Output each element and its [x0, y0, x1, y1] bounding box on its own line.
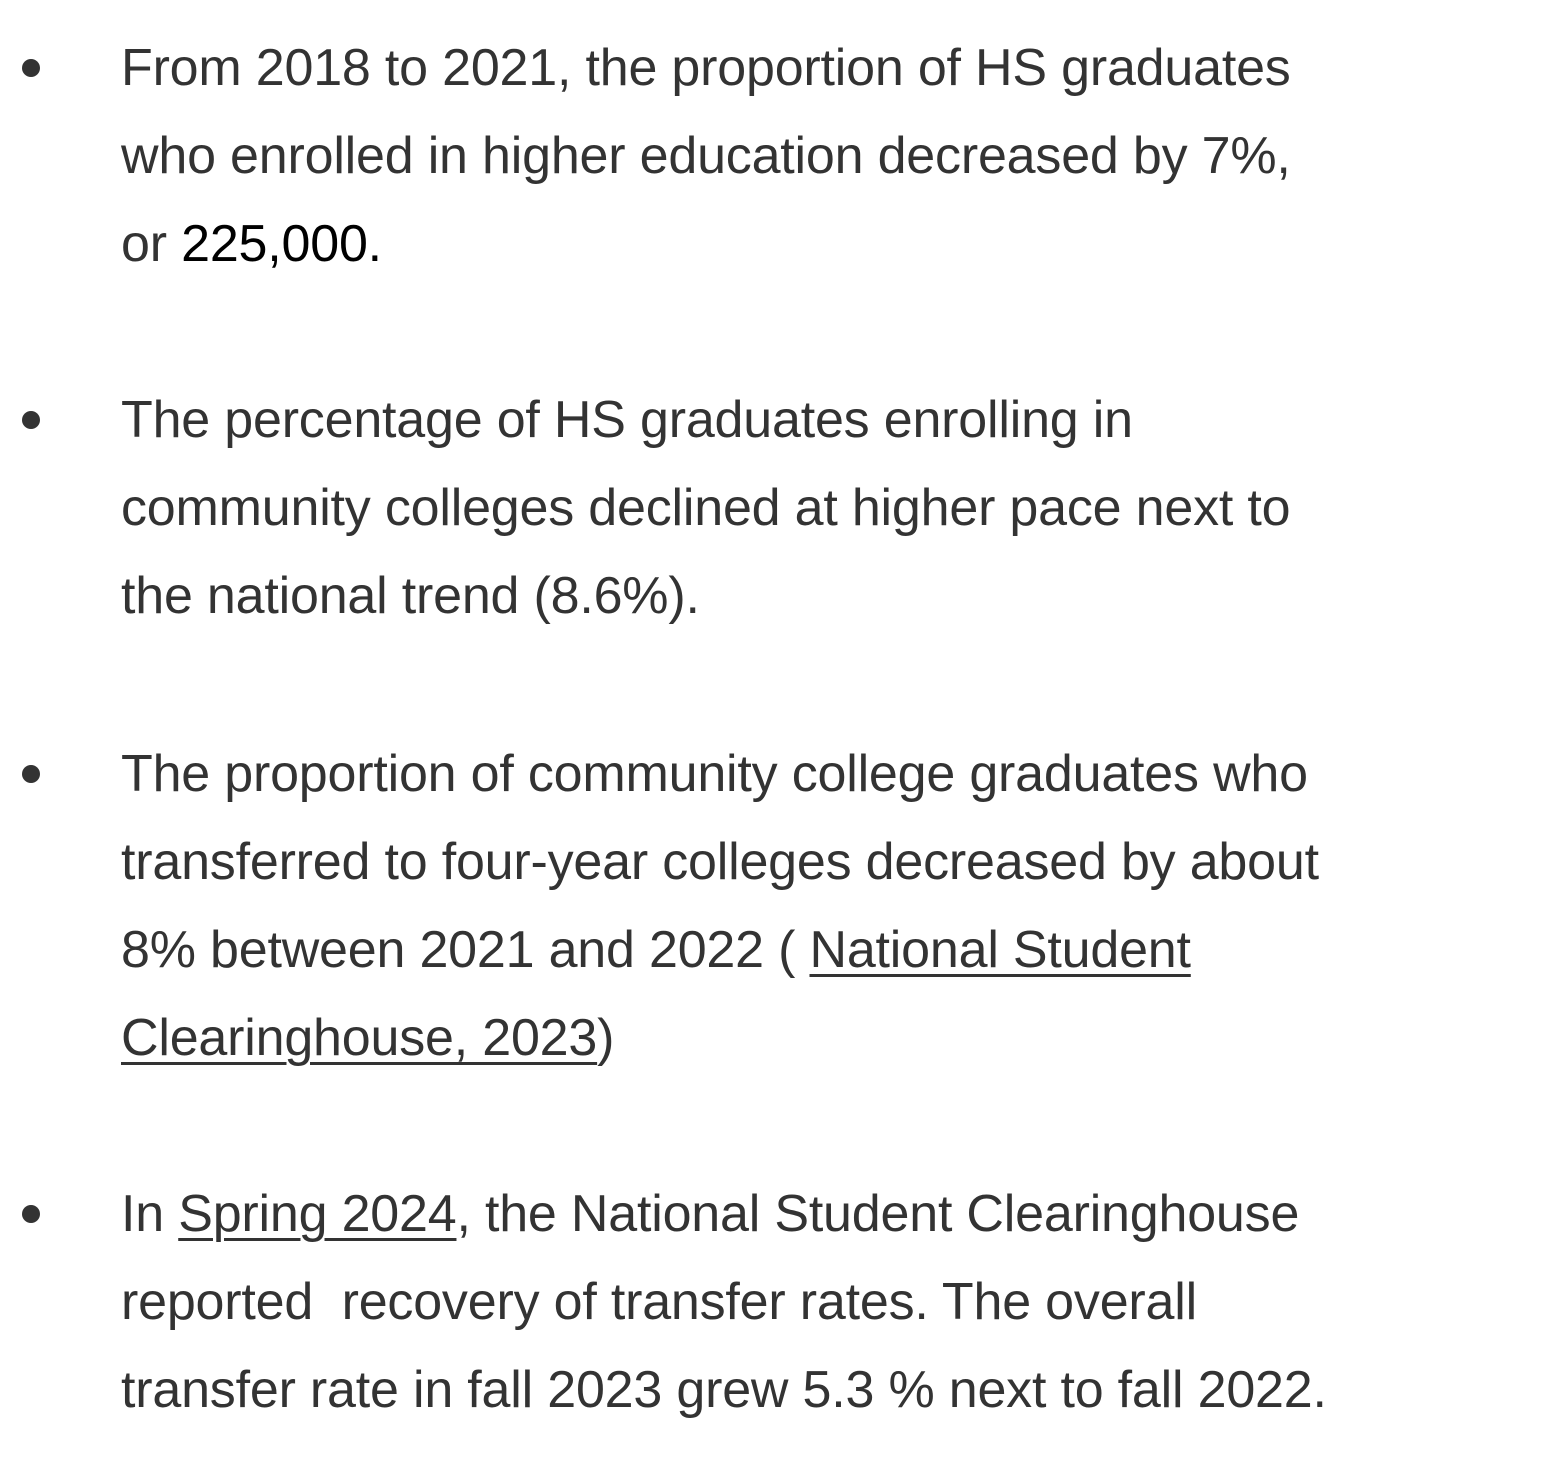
- citation-link-national-student-clearinghouse[interactable]: National Student: [809, 921, 1191, 979]
- bullet-icon: [22, 59, 40, 77]
- text-line: 8% between 2021 and 2022 ( National Stud…: [121, 906, 1561, 994]
- text-line: or 225,000.: [121, 200, 1561, 288]
- text-line: In Spring 2024, the National Student Cle…: [121, 1170, 1561, 1258]
- bullet-text: The proportion of community college grad…: [121, 730, 1561, 1082]
- text-line: reported recovery of transfer rates. The…: [121, 1273, 1197, 1331]
- text-fragment: In: [121, 1185, 179, 1243]
- text-line: The percentage of HS graduates enrolling…: [121, 391, 1133, 449]
- bullet-text: The percentage of HS graduates enrolling…: [121, 376, 1561, 640]
- bullet-text: In Spring 2024, the National Student Cle…: [121, 1170, 1561, 1434]
- text-fragment: or: [121, 215, 182, 273]
- text-line: Clearinghouse, 2023): [121, 994, 1561, 1082]
- text-fragment: .: [367, 215, 382, 273]
- link-spring-2024[interactable]: Spring 2024: [178, 1185, 457, 1243]
- text-fragment: 8% between 2021 and 2022 (: [121, 921, 810, 979]
- citation-link-national-student-clearinghouse-cont[interactable]: Clearinghouse, 2023: [121, 1009, 598, 1067]
- text-fragment: , the National Student Clearinghouse: [456, 1185, 1300, 1243]
- text-line: community colleges declined at higher pa…: [121, 479, 1291, 537]
- text-line: transfer rate in fall 2023 grew 5.3 % ne…: [121, 1361, 1327, 1419]
- text-line: who enrolled in higher education decreas…: [121, 127, 1291, 185]
- text-fragment: ): [597, 1009, 615, 1067]
- bullet-icon: [22, 411, 40, 429]
- text-line: From 2018 to 2021, the proportion of HS …: [121, 39, 1291, 97]
- bullet-icon: [22, 1205, 40, 1223]
- text-line: transferred to four-year colleges decrea…: [121, 833, 1319, 891]
- text-line: the national trend (8.6%).: [121, 567, 700, 625]
- text-line: The proportion of community college grad…: [121, 745, 1308, 803]
- enrollment-decrease-value: 225,000: [181, 215, 368, 273]
- bullet-icon: [22, 765, 40, 783]
- bullet-text: From 2018 to 2021, the proportion of HS …: [121, 24, 1561, 288]
